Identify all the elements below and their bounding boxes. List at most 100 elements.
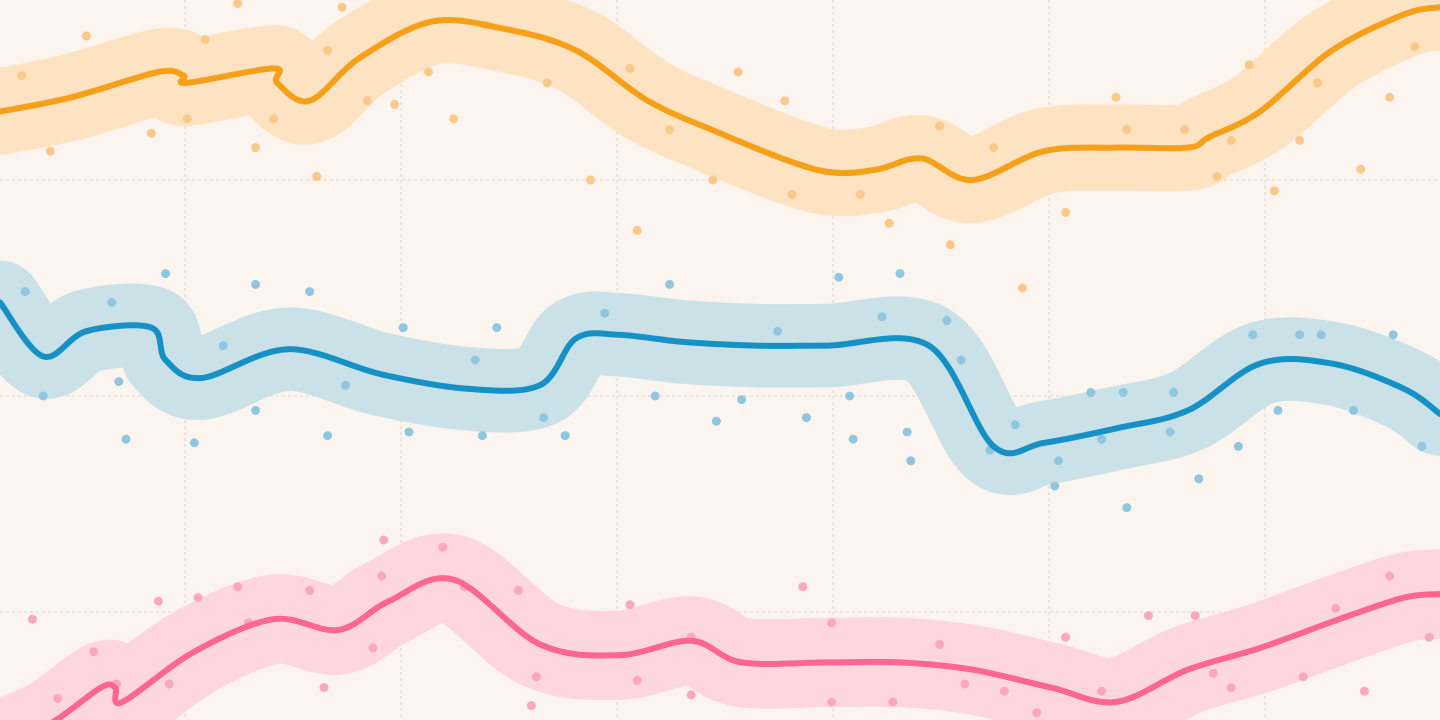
- series-1-point: [390, 99, 400, 109]
- series-1-point: [1295, 135, 1305, 145]
- series-1-point: [45, 146, 55, 156]
- series-2-point: [1086, 387, 1096, 397]
- series-2-point: [539, 413, 549, 423]
- series-2-point: [1388, 330, 1398, 340]
- series-3-point: [164, 679, 174, 689]
- series-1-point: [146, 128, 156, 138]
- series-2-point: [492, 323, 502, 333]
- series-1-point: [989, 143, 999, 153]
- series-2-point: [737, 395, 747, 405]
- series-3-line: [50, 575, 1440, 720]
- series-1-point: [251, 143, 261, 153]
- series-1-point: [1385, 92, 1395, 102]
- series-3-point: [625, 600, 635, 610]
- series-1-point: [1017, 283, 1027, 293]
- series-2-point: [38, 391, 48, 401]
- series-3-point: [193, 593, 203, 603]
- series-3-point: [827, 697, 837, 707]
- series-2-point: [114, 377, 124, 387]
- series-3-point: [686, 690, 696, 700]
- series-1-point: [1061, 207, 1071, 217]
- series-2-point: [251, 405, 261, 415]
- series-3-point: [1032, 708, 1042, 718]
- series-3-point: [1061, 632, 1071, 642]
- series-1-point: [312, 171, 322, 181]
- series-3-point: [89, 647, 99, 657]
- series-1-point: [449, 114, 459, 124]
- series-1-point: [780, 96, 790, 106]
- series-3-point: [368, 643, 378, 653]
- series-1-point: [1226, 135, 1236, 145]
- series-2-point: [906, 456, 916, 466]
- series-3-point: [999, 686, 1009, 696]
- series-2-point: [1417, 441, 1427, 451]
- series-3-point: [1424, 632, 1434, 642]
- series-3-point: [377, 571, 387, 581]
- series-3-point: [319, 683, 329, 693]
- series-1-point: [542, 78, 552, 88]
- series-2-point: [161, 269, 171, 279]
- series-2-point: [650, 391, 660, 401]
- series-3-point: [1385, 571, 1395, 581]
- series-2-point: [845, 391, 855, 401]
- series-3-point: [1359, 686, 1369, 696]
- series-2-point: [600, 308, 610, 318]
- series-2-point: [1248, 330, 1258, 340]
- series-2-point: [1053, 456, 1063, 466]
- series-3-band: [0, 533, 1440, 720]
- series-1-point: [81, 31, 91, 41]
- series-2-point: [1010, 420, 1020, 430]
- series-3-point: [1331, 603, 1341, 613]
- series-1-point: [233, 0, 243, 9]
- series-1-point: [625, 63, 635, 73]
- series-2-point: [902, 427, 912, 437]
- series-3-point: [1143, 611, 1153, 621]
- series-1-point: [1410, 42, 1420, 52]
- series-3-point: [1097, 686, 1107, 696]
- series-3-point: [305, 585, 315, 595]
- series-3-point: [1298, 672, 1308, 682]
- series-3-point: [27, 614, 37, 624]
- series-3-point: [233, 582, 243, 592]
- series-3-point: [379, 535, 389, 545]
- series-1-point: [17, 71, 27, 81]
- series-2-point: [107, 297, 117, 307]
- series-2-point: [398, 323, 408, 333]
- series-2-point: [1118, 387, 1128, 397]
- series-2-point: [1273, 405, 1283, 415]
- series-2-point: [877, 312, 887, 322]
- series-2-point: [1122, 503, 1132, 513]
- series-2-point: [1169, 387, 1179, 397]
- series-3-point: [632, 675, 642, 685]
- series-2-line: [0, 299, 1440, 457]
- series-1-point: [632, 225, 642, 235]
- series-1-band: [0, 0, 1440, 224]
- series-2-point: [895, 269, 905, 279]
- series-1-point: [585, 175, 595, 185]
- series-1-point: [1212, 171, 1222, 181]
- series-1-point: [708, 175, 718, 185]
- series-2-point: [1165, 427, 1175, 437]
- series-1-point: [182, 114, 192, 124]
- trend-lines: [0, 4, 1440, 720]
- series-1-point: [935, 121, 945, 131]
- series-1-point: [1244, 60, 1254, 70]
- series-2-point: [1349, 405, 1359, 415]
- series-1-point: [884, 218, 894, 228]
- series-3-point: [53, 693, 63, 703]
- series-1-point: [362, 96, 372, 106]
- series-2-point: [341, 380, 351, 390]
- series-1-line: [0, 4, 1440, 183]
- series-3-point: [888, 697, 898, 707]
- series-2-point: [323, 431, 333, 441]
- series-2-point: [1233, 441, 1243, 451]
- series-2-point: [20, 287, 30, 297]
- series-2-point: [251, 279, 261, 289]
- series-3-point: [1226, 683, 1236, 693]
- series-3-point: [827, 618, 837, 628]
- series-1-point: [1111, 92, 1121, 102]
- series-2-point: [560, 431, 570, 441]
- series-2-band: [0, 260, 1440, 495]
